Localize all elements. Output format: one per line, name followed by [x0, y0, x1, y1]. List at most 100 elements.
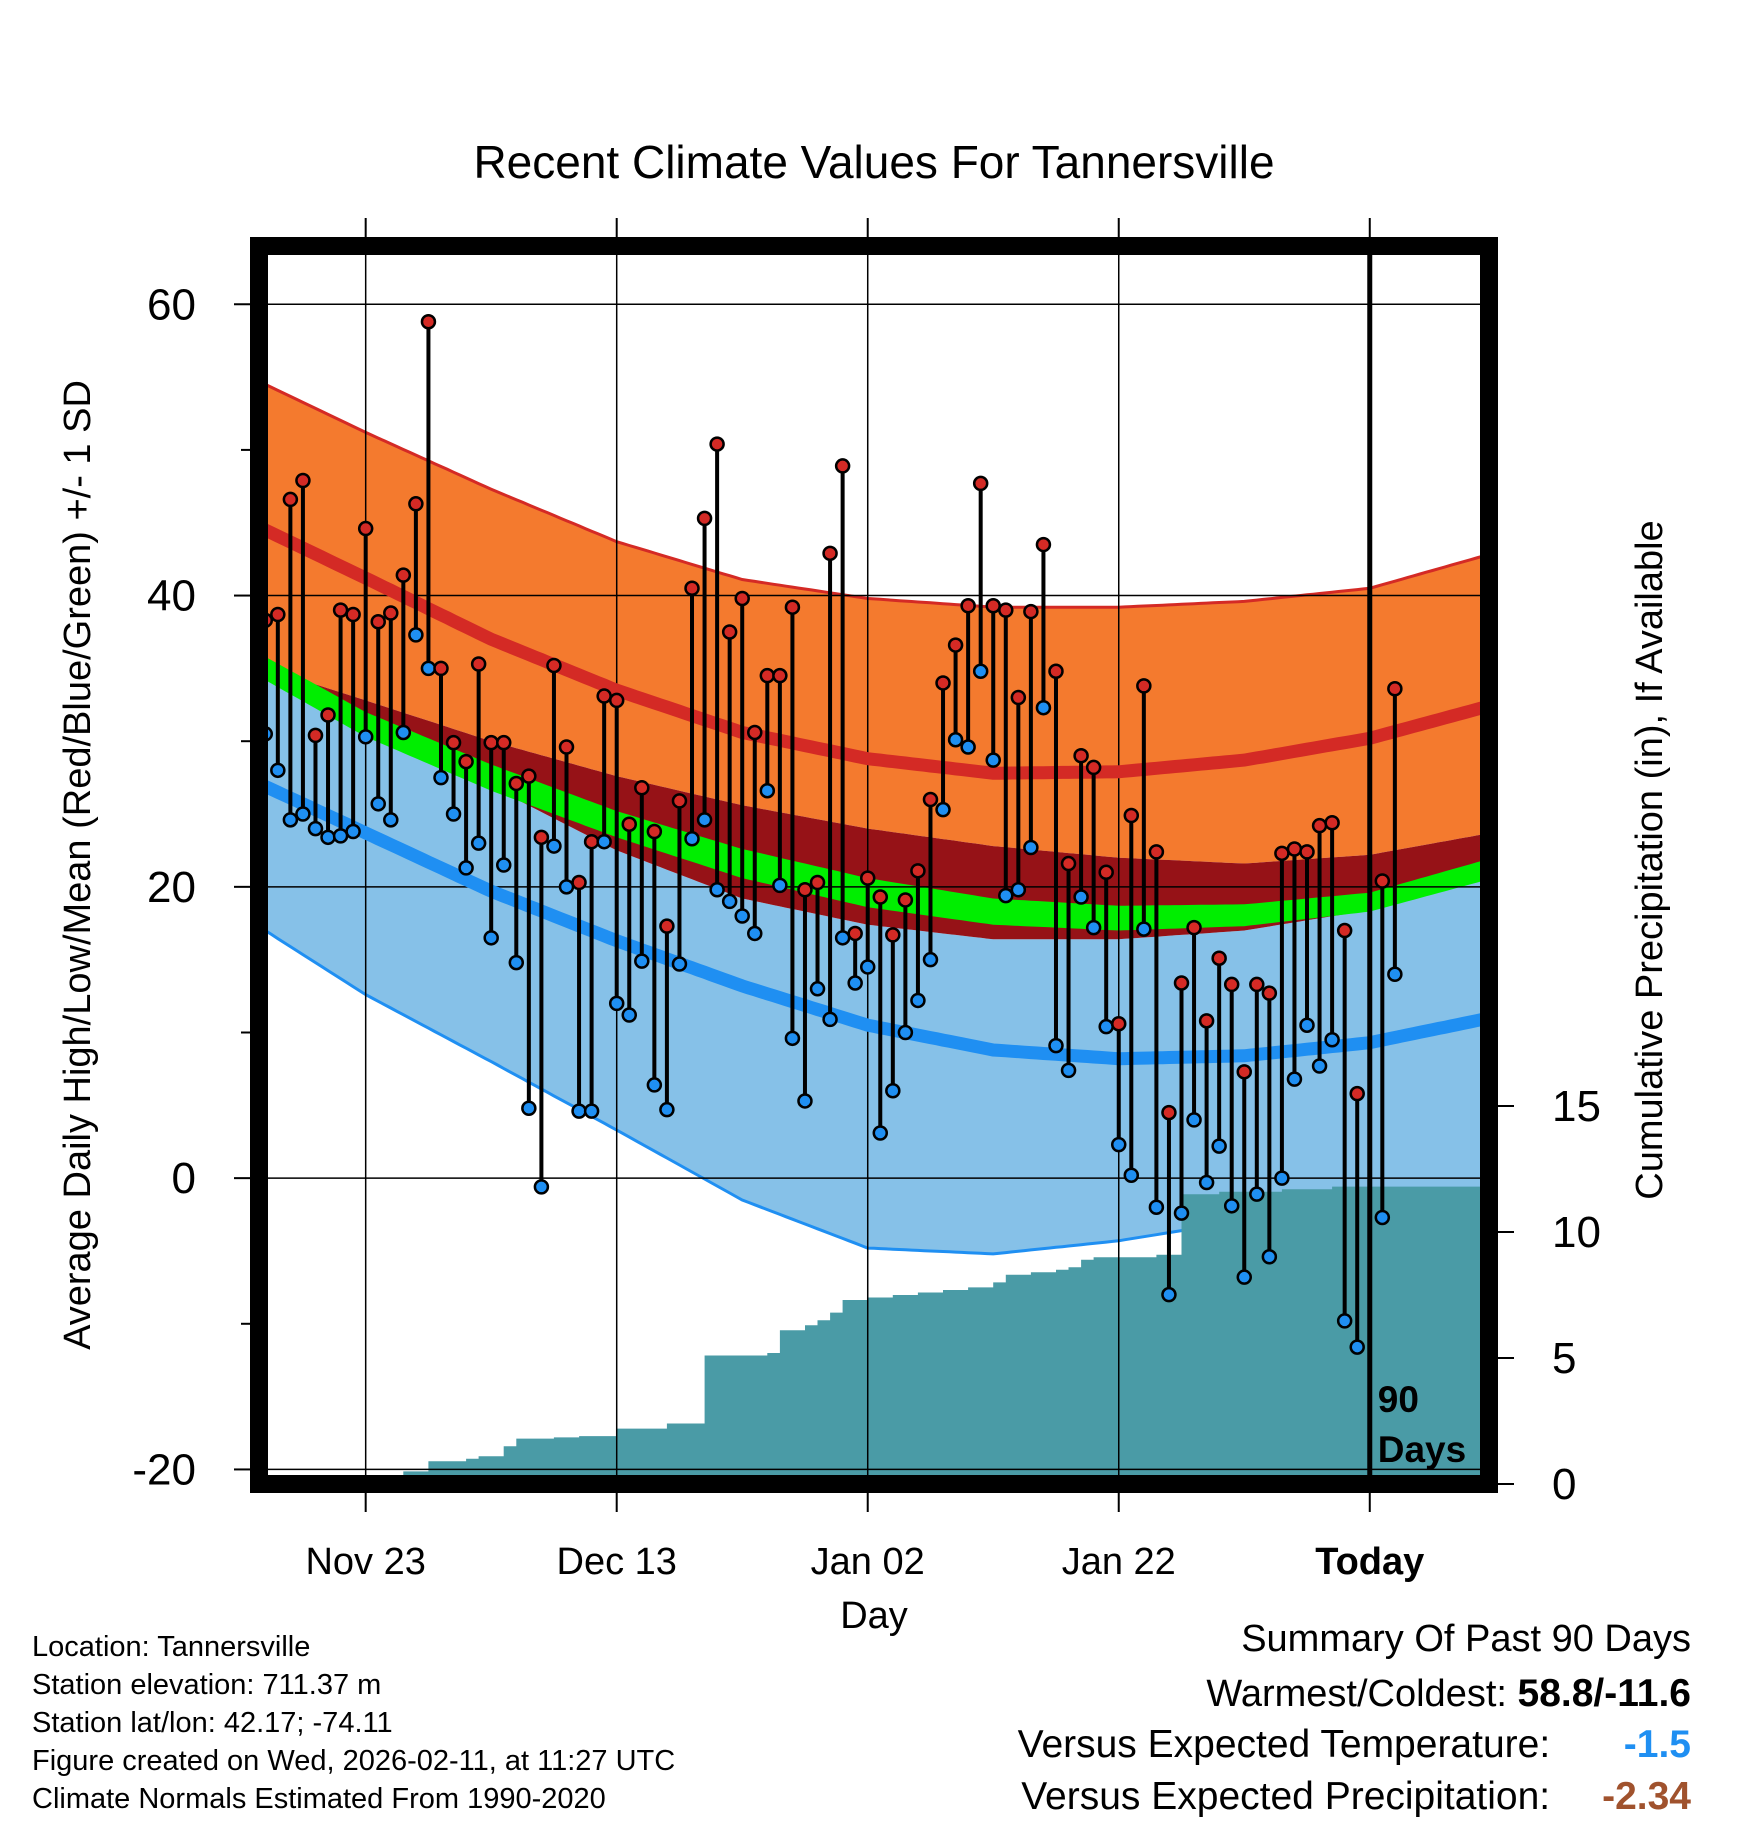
daily-low-point	[458, 860, 474, 876]
daily-high-point	[533, 829, 550, 846]
y2-axis-label: Cumulative Precipitation (in), If Availa…	[1629, 520, 1671, 1199]
normals-text: Climate Normals Estimated From 1990-2020	[32, 1783, 606, 1815]
daily-high-point	[470, 656, 487, 672]
daily-low-point	[533, 1179, 550, 1195]
daily-low-point	[596, 833, 612, 850]
daily-high-point	[1186, 919, 1202, 936]
daily-low-point	[383, 812, 399, 828]
daily-high-point	[1073, 748, 1089, 764]
precip-deviation-row: Versus Expected Precipitation: -2.34	[1021, 1775, 1691, 1819]
daily-high-point	[747, 724, 763, 741]
daily-high-point	[445, 734, 462, 751]
daily-low-point	[1161, 1286, 1177, 1303]
daily-high-point	[1110, 1016, 1127, 1032]
y-tick-label: 0	[172, 1154, 196, 1203]
daily-high-point	[797, 882, 813, 898]
daily-high-point	[1349, 1085, 1365, 1102]
daily-high-point	[696, 510, 713, 527]
daily-low-point	[495, 857, 512, 873]
daily-high-point	[1286, 841, 1303, 857]
daily-low-point	[295, 806, 311, 822]
temp-deviation-value: -1.5	[1623, 1723, 1691, 1766]
daily-dots	[259, 313, 1403, 1355]
daily-low-point	[1148, 1199, 1165, 1216]
y-tick-label: 20	[147, 863, 196, 912]
daily-low-point	[772, 877, 788, 894]
daily-low-point	[420, 660, 437, 677]
precip-deviation-value: -2.34	[1602, 1775, 1691, 1818]
daily-high-point	[721, 624, 738, 640]
daily-high-point	[972, 475, 989, 492]
daily-high-point	[408, 496, 424, 512]
daily-low-point	[747, 925, 763, 942]
precip-deviation-label: Versus Expected Precipitation:	[1021, 1775, 1551, 1818]
daily-low-point	[483, 930, 499, 946]
daily-low-point	[1023, 839, 1039, 856]
warmest-coldest-value: 58.8/-11.6	[1517, 1672, 1691, 1715]
daily-high-point	[822, 545, 838, 562]
daily-high-point	[483, 734, 499, 751]
daily-low-point	[1110, 1136, 1127, 1153]
daily-low-point	[935, 801, 951, 818]
daily-low-point	[1336, 1313, 1353, 1329]
daily-high-point	[910, 863, 926, 879]
daily-high-point	[1249, 976, 1265, 993]
daily-low-point	[809, 981, 826, 997]
daily-high-point	[809, 874, 826, 891]
daily-low-point	[320, 829, 336, 846]
daily-high-point	[1048, 663, 1064, 680]
daily-high-point	[646, 823, 663, 840]
y-tick-label: 60	[147, 280, 196, 329]
daily-low-point	[1374, 1209, 1391, 1226]
daily-low-point	[1010, 882, 1027, 898]
daily-low-point	[1286, 1071, 1303, 1087]
plot-frame	[250, 237, 1498, 1493]
daily-low-point	[1098, 1018, 1114, 1035]
daily-high-point	[1311, 817, 1328, 834]
y2-tick-label: 5	[1552, 1334, 1576, 1383]
y2-tick-label: 15	[1552, 1082, 1601, 1131]
daily-low-point	[998, 887, 1014, 904]
daily-high-point	[859, 870, 876, 886]
x-tick-label: Nov 23	[305, 1541, 425, 1583]
daily-high-point	[1098, 864, 1114, 881]
daily-high-point	[1136, 678, 1152, 694]
daily-high-point	[634, 780, 650, 796]
daily-high-point	[621, 816, 638, 832]
latlon-text: Station lat/lon: 42.17; -74.11	[32, 1707, 393, 1739]
daily-high-point	[759, 667, 776, 684]
daily-low-point	[1349, 1339, 1365, 1355]
daily-low-point	[972, 663, 989, 680]
daily-low-point	[1324, 1032, 1340, 1048]
daily-high-point	[420, 313, 437, 330]
warmest-coldest-label: Warmest/Coldest:	[1206, 1673, 1507, 1715]
daily-low-point	[1274, 1170, 1290, 1186]
daily-high-point	[1023, 603, 1039, 620]
daily-low-point	[571, 1103, 587, 1119]
station-info: Location: Tannersville Station elevation…	[32, 1628, 675, 1818]
x-tick-label: Today	[1315, 1541, 1424, 1583]
x-tick-label: Jan 22	[1062, 1541, 1176, 1583]
daily-low-point	[583, 1103, 600, 1119]
warmest-coldest-row: Warmest/Coldest: 58.8/-11.6	[1206, 1672, 1691, 1716]
daily-high-point	[583, 833, 600, 850]
daily-high-point	[847, 925, 863, 942]
daily-low-point	[1211, 1138, 1227, 1154]
normal-high-line	[262, 524, 1485, 780]
daily-high-point	[784, 599, 801, 615]
daily-low-point	[433, 769, 449, 786]
daily-low-point	[1073, 889, 1089, 905]
daily-high-point	[1336, 922, 1353, 939]
normal-lines	[262, 524, 1485, 1066]
plot-area: 90 Days	[259, 246, 1489, 1484]
daily-low-point	[395, 724, 412, 741]
daily-high-point	[495, 734, 512, 751]
overlap-band	[265, 668, 1483, 940]
x-axis: Nov 23 Dec 13 Jan 02 Jan 22 Today	[305, 218, 1424, 1583]
daily-high-point	[270, 606, 286, 623]
daily-low-point	[872, 1125, 889, 1141]
x-axis-label: Day	[840, 1595, 908, 1637]
daily-high-point	[320, 707, 336, 723]
summary-title: Summary Of Past 90 Days	[1241, 1618, 1691, 1660]
